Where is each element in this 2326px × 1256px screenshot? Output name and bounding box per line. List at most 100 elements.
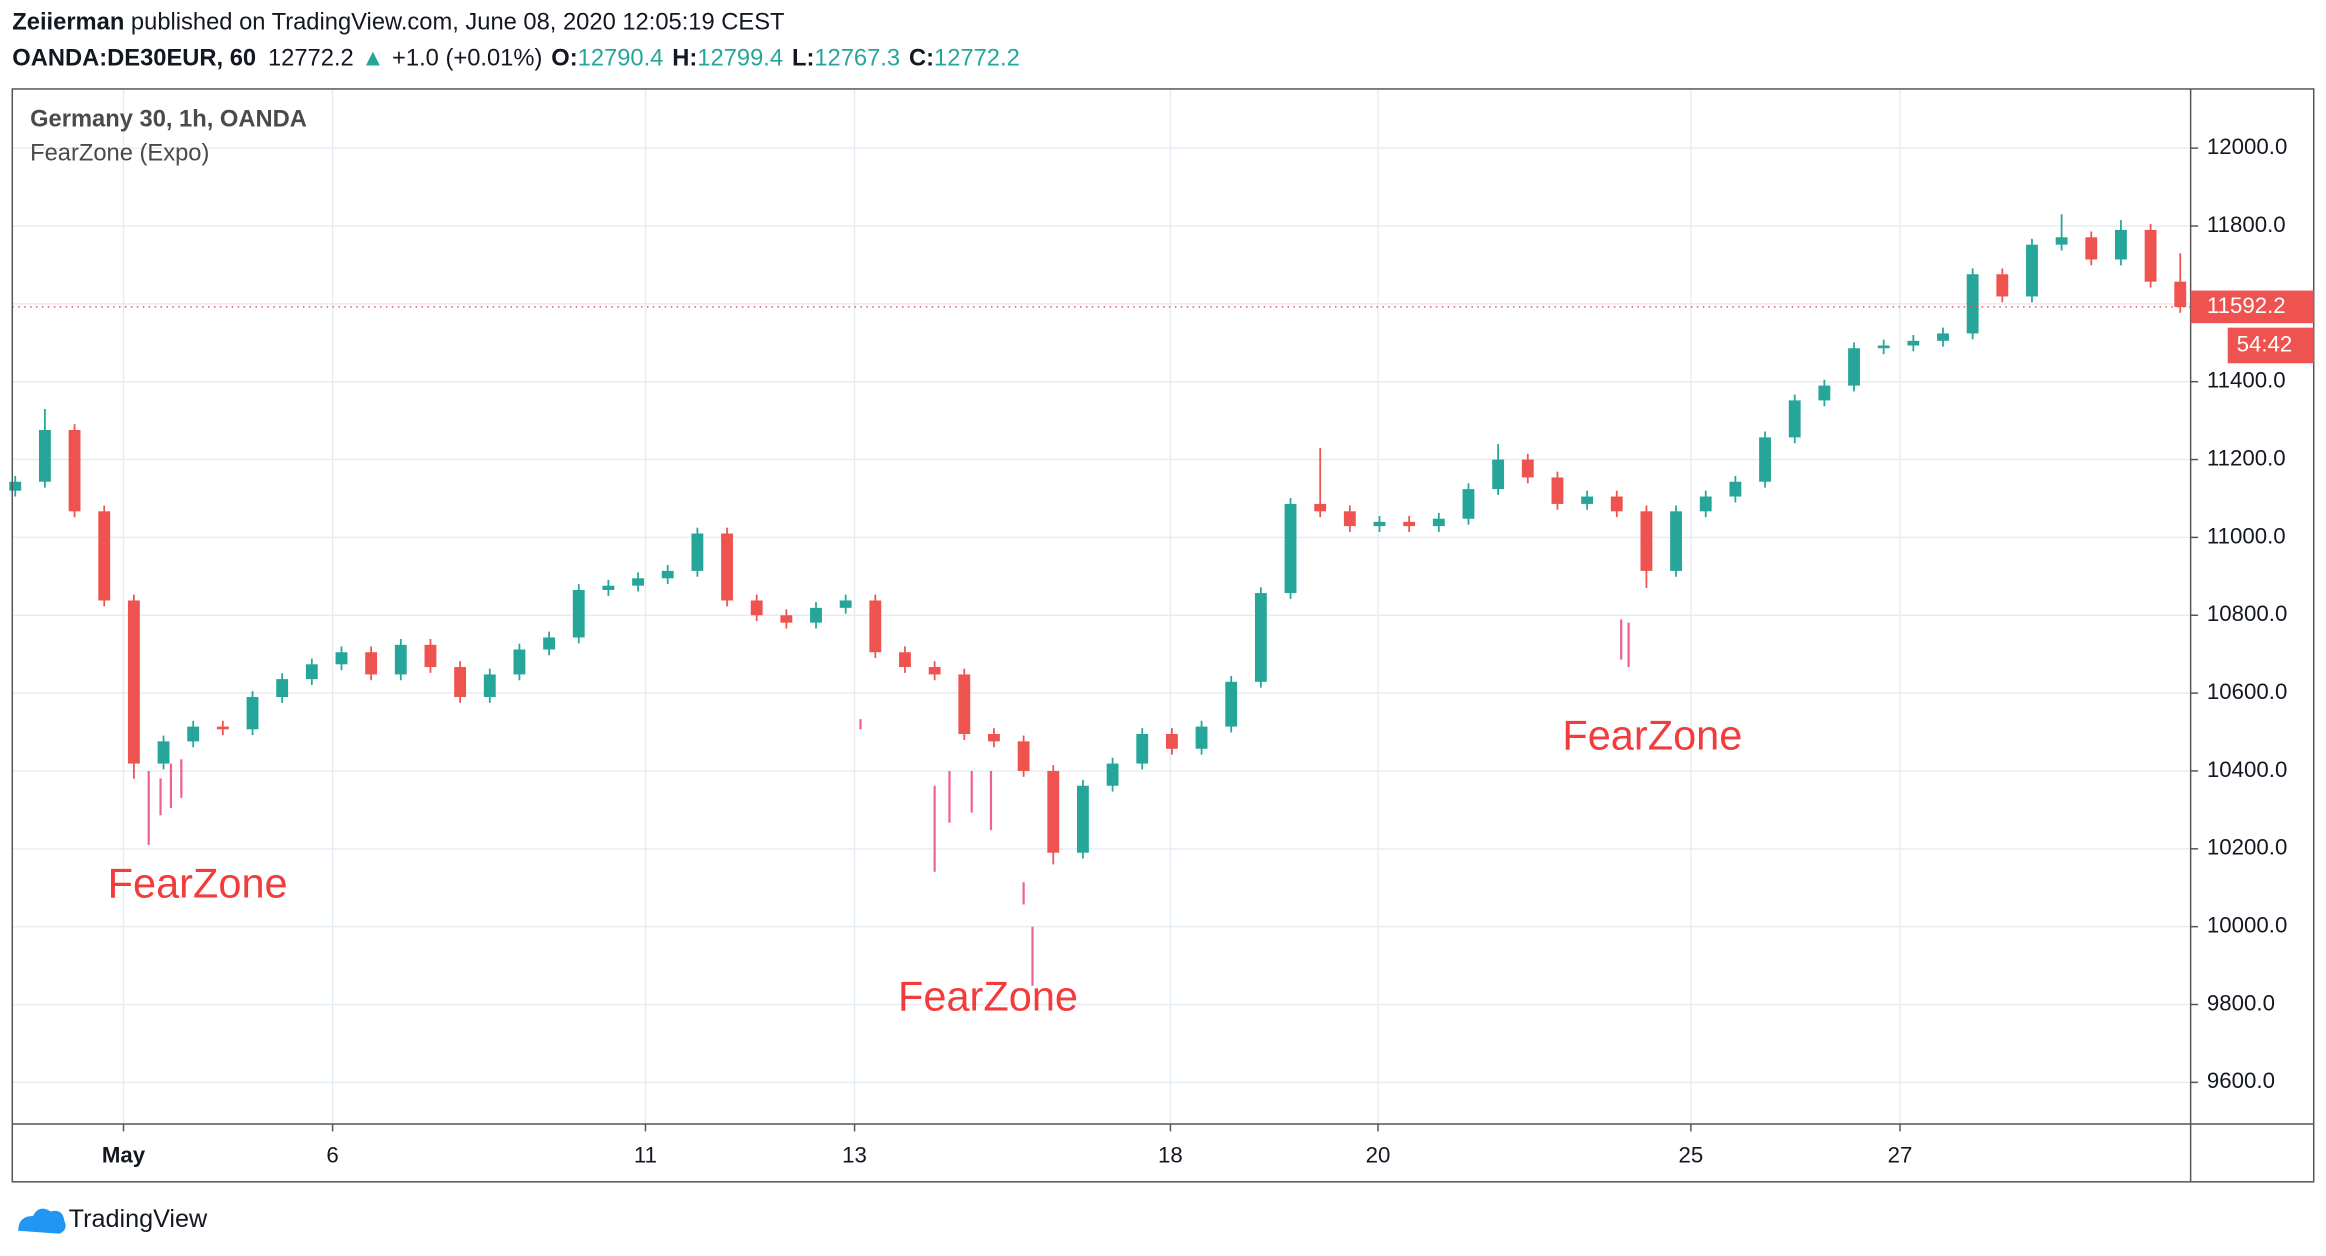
- candle-body: [1165, 733, 1178, 749]
- c: 12772.2: [934, 46, 1020, 72]
- candle-body: [483, 674, 496, 698]
- x-tick-label: May: [102, 1143, 146, 1168]
- y-tick-label: 10800.0: [2207, 601, 2287, 626]
- candle-body: [632, 578, 644, 586]
- candle-body: [1432, 518, 1445, 527]
- candle-body: [2115, 229, 2127, 260]
- x-tick-label: 25: [1679, 1143, 1704, 1168]
- o: 12790.4: [578, 46, 664, 72]
- y-tick-label: 10400.0: [2207, 757, 2287, 782]
- x-tick-label: 6: [326, 1143, 338, 1168]
- candle-body: [721, 533, 733, 601]
- x-tick-label: 11: [634, 1143, 657, 1168]
- y-tick-label: 9800.0: [2207, 990, 2275, 1015]
- h-label: H:: [672, 46, 697, 72]
- candle-body: [1284, 503, 1297, 594]
- change: +1.0 (+0.01%): [392, 46, 542, 72]
- y-tick-label: 11800.0: [2207, 212, 2286, 237]
- countdown-box: [2227, 327, 2314, 364]
- annotation: FearZone: [1562, 711, 1742, 758]
- candle-body: [1670, 511, 1683, 571]
- candle-body: [1017, 741, 1030, 771]
- plot: 9600.0 9800.0 10000.0 10200.0 10400.0 10600.0…: [9, 88, 2287, 1168]
- indicator-name: FearZone (Expo): [30, 140, 209, 166]
- candle-body: [869, 600, 882, 653]
- candle-body: [2144, 229, 2157, 282]
- candle-body: [1640, 511, 1653, 571]
- candle-body: [899, 652, 911, 668]
- candle-body: [2085, 237, 2098, 260]
- y-tick-label: 11400.0: [2207, 368, 2286, 393]
- y-tick-label: 11200.0: [2207, 445, 2286, 470]
- candle-body: [394, 644, 407, 675]
- candle-body: [157, 741, 170, 764]
- candle-body: [216, 726, 229, 730]
- candle-body: [127, 600, 140, 764]
- frame: [11, 88, 2315, 1183]
- candle-body: [513, 649, 526, 675]
- candle-body: [780, 615, 793, 623]
- candle-body: [1966, 274, 1979, 334]
- candle-body: [335, 652, 348, 665]
- o-label: O:: [551, 46, 577, 72]
- candle-body: [1996, 274, 2009, 297]
- logo-icon: [18, 1208, 66, 1234]
- candle-body: [1136, 733, 1149, 764]
- candle-body: [305, 664, 318, 680]
- candle-body: [1729, 481, 1742, 497]
- candle-body: [187, 726, 200, 742]
- candle-body: [958, 674, 971, 734]
- annotation: FearZone: [898, 972, 1078, 1019]
- candle-body: [602, 585, 615, 590]
- candle-body: [98, 511, 111, 601]
- candle-body: [1076, 785, 1089, 853]
- candle-body: [1521, 459, 1534, 478]
- publish-line: Zeiierman published on TradingView.com, …: [12, 10, 784, 36]
- candle-body: [750, 600, 763, 616]
- annotation: FearZone: [108, 860, 288, 907]
- last-price-label: 11592.2: [2207, 293, 2286, 318]
- candle-body: [454, 667, 467, 698]
- candle-body: [1462, 489, 1475, 519]
- x-tick-label: 13: [842, 1143, 867, 1168]
- candle-body: [1195, 726, 1208, 749]
- candle-body: [1848, 348, 1860, 386]
- l: 12767.3: [814, 46, 900, 72]
- candle-body: [1877, 345, 1890, 349]
- logo[interactable]: TradingView: [18, 1205, 208, 1234]
- y-tick-label: 10600.0: [2207, 679, 2287, 704]
- candle-body: [9, 481, 22, 491]
- x-tick-label: 18: [1158, 1143, 1183, 1168]
- brand: TradingView: [69, 1205, 208, 1233]
- candle-body: [68, 429, 81, 512]
- candle-body: [38, 429, 51, 482]
- candle-body: [1788, 400, 1801, 438]
- y-tick-label: 9600.0: [2207, 1068, 2275, 1093]
- candle-body: [1492, 459, 1505, 490]
- candle-body: [1106, 763, 1119, 786]
- candle-body: [1610, 496, 1623, 512]
- candle-body: [365, 652, 378, 675]
- l-label: L:: [792, 46, 814, 72]
- candle-body: [1699, 496, 1712, 512]
- candle-body: [276, 679, 289, 698]
- candle-body: [839, 600, 852, 608]
- x-tick-label: 20: [1366, 1143, 1391, 1168]
- c-label: C:: [909, 46, 934, 72]
- author[interactable]: Zeiierman: [12, 10, 124, 36]
- h: 12799.4: [697, 46, 783, 72]
- candle-body: [691, 533, 704, 571]
- candle-body: [572, 589, 585, 638]
- candle-body: [1225, 681, 1238, 727]
- candle-body: [2174, 281, 2187, 307]
- candle-body: [1818, 385, 1831, 401]
- candle-body: [1314, 503, 1327, 512]
- last-price-box: [2190, 290, 2314, 324]
- candle-body: [1551, 477, 1564, 504]
- countdown-label: 54:42: [2237, 331, 2293, 356]
- candle-body: [1254, 593, 1267, 682]
- arrow: ▲: [361, 46, 384, 72]
- candle-body: [1937, 333, 1949, 341]
